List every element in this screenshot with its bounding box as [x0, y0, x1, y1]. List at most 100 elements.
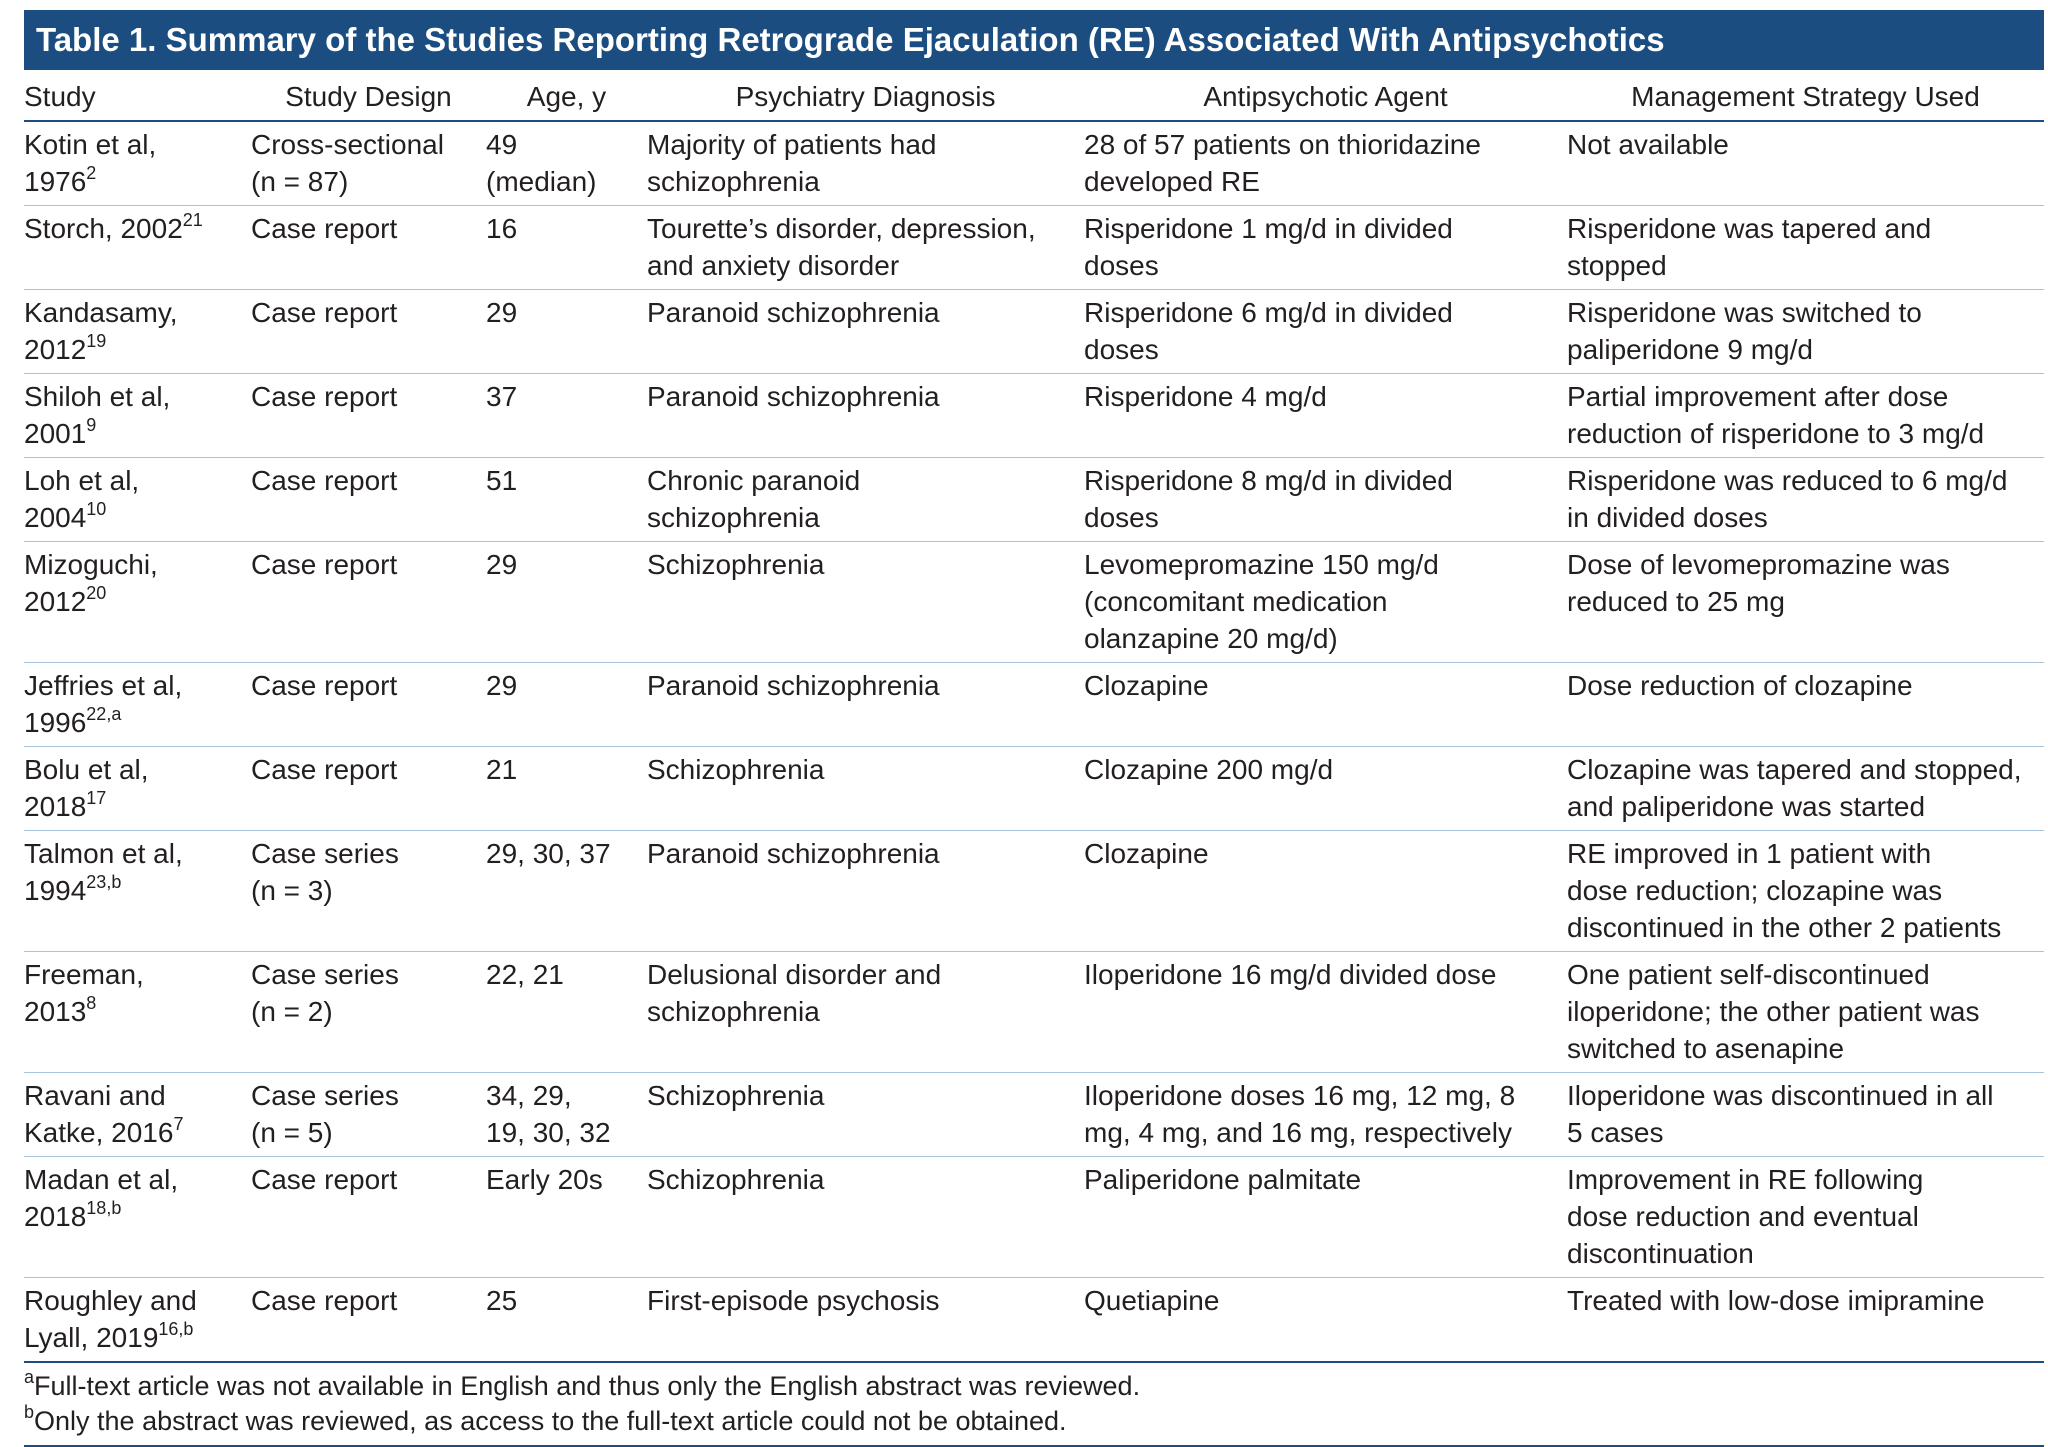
cell-text: switched to asenapine	[1567, 1033, 1845, 1064]
table-cell: Paranoid schizophrenia	[647, 662, 1084, 747]
cell-line: Madan et al,	[24, 1161, 247, 1198]
cell-text: Cross-sectional	[251, 129, 444, 160]
table-cell: Case report	[251, 205, 486, 290]
table-cell: Levomepromazine 150 mg/d (concomitant med…	[1084, 541, 1567, 663]
cell-text: 1976	[24, 166, 87, 197]
cell-line: mg, 4 mg, and 16 mg, respectively	[1084, 1114, 1563, 1151]
cell-line: schizophrenia	[647, 499, 1080, 536]
table-row: Loh et al, 200410 Case report 51 Chronic par…	[24, 457, 2044, 542]
table-row: Freeman, 20138 Case series (n = 2) 22, 21 Del…	[24, 951, 2044, 1073]
cell-line: switched to asenapine	[1567, 1030, 2040, 1067]
cell-line: 5 cases	[1567, 1114, 2040, 1151]
cell-line: Schizophrenia	[647, 546, 1080, 583]
cell-text: Shiloh et al,	[24, 381, 171, 412]
table-row: Bolu et al, 201817 Case report 21 Schizophre…	[24, 746, 2044, 831]
cell-text: (n = 87)	[251, 166, 349, 197]
cell-line: Early 20s	[486, 1161, 643, 1198]
reference: 19	[86, 331, 107, 351]
cell-line: schizophrenia	[647, 163, 1080, 200]
cell-line: Risperidone 4 mg/d	[1084, 378, 1563, 415]
reference: 17	[86, 788, 107, 808]
cell-line: Ravani and	[24, 1077, 247, 1114]
cell-text: and anxiety disorder	[647, 250, 900, 281]
cell-line: Paranoid schizophrenia	[647, 294, 1080, 331]
cell-text: Not available	[1567, 129, 1729, 160]
cell-text: Improvement in RE following	[1567, 1164, 1924, 1195]
cell-line: Iloperidone was discontinued in all	[1567, 1077, 2040, 1114]
cell-line: schizophrenia	[647, 993, 1080, 1030]
cell-text: Case series	[251, 1080, 399, 1111]
cell-line: Case report	[251, 1282, 482, 1319]
table-cell: First-episode psychosis	[647, 1277, 1084, 1363]
cell-line: (n = 2)	[251, 993, 482, 1030]
table-cell: 29	[486, 541, 647, 663]
cell-line: 201817	[24, 788, 247, 825]
cell-line: 20138	[24, 993, 247, 1030]
cell-line: olanzapine 20 mg/d)	[1084, 620, 1563, 657]
cell-text: Mizoguchi,	[24, 549, 158, 580]
cell-line: 29	[486, 667, 643, 704]
column-header: Study Design	[251, 70, 486, 122]
cell-text: Case report	[251, 549, 398, 580]
cell-text: 2018	[24, 791, 87, 822]
table-cell: Case report	[251, 289, 486, 374]
table-cell: 37	[486, 373, 647, 458]
cell-text: stopped	[1567, 250, 1667, 281]
table-cell: Chronic paranoid schizophrenia	[647, 457, 1084, 542]
cell-text: Bolu et al,	[24, 754, 149, 785]
table-cell: Bolu et al, 201817	[24, 746, 251, 831]
table-cell: 21	[486, 746, 647, 831]
cell-line: Case report	[251, 667, 482, 704]
table-cell: Paranoid schizophrenia	[647, 289, 1084, 374]
table-cell: Tourette’s disorder, depression, and anxi…	[647, 205, 1084, 290]
cell-text: Iloperidone 16 mg/d divided dose	[1084, 959, 1497, 990]
cell-line: 29, 30, 37	[486, 835, 643, 872]
table-cell: Roughley and Lyall, 201916,b	[24, 1277, 251, 1363]
table-cell: 34, 29, 19, 30, 32	[486, 1072, 647, 1157]
reference: 21	[182, 210, 203, 230]
cell-text: Risperidone was switched to	[1567, 297, 1922, 328]
cell-line: 49	[486, 126, 643, 163]
column-header: Antipsychotic Agent	[1084, 70, 1567, 122]
table-cell: Madan et al, 201818,b	[24, 1156, 251, 1278]
footnotes: aFull-text article was not available in …	[24, 1363, 2044, 1447]
table-cell: 51	[486, 457, 647, 542]
cell-text: 2012	[24, 586, 87, 617]
cell-text: and paliperidone was started	[1567, 791, 1926, 822]
table-cell: Schizophrenia	[647, 746, 1084, 831]
cell-text: schizophrenia	[647, 502, 820, 533]
cell-text: Clozapine was tapered and stopped,	[1567, 754, 2022, 785]
cell-text: Partial improvement after dose	[1567, 381, 1949, 412]
table-cell: Iloperidone was discontinued in all 5 cas…	[1567, 1072, 2044, 1157]
cell-text: developed RE	[1084, 166, 1260, 197]
cell-text: Risperidone 8 mg/d in divided	[1084, 465, 1453, 496]
cell-line: Risperidone 8 mg/d in divided	[1084, 462, 1563, 499]
table-cell: 22, 21	[486, 951, 647, 1073]
cell-text: Paliperidone palmitate	[1084, 1164, 1362, 1195]
cell-text: schizophrenia	[647, 996, 820, 1027]
cell-text: dose reduction; clozapine was	[1567, 875, 1943, 906]
cell-text: 21	[486, 754, 518, 785]
cell-text: Case report	[251, 670, 398, 701]
cell-text: Risperidone 4 mg/d	[1084, 381, 1327, 412]
table-cell: Case report	[251, 662, 486, 747]
cell-line: Kotin et al,	[24, 126, 247, 163]
cell-text: Paranoid schizophrenia	[647, 838, 940, 869]
table-cell: Loh et al, 200410	[24, 457, 251, 542]
cell-text: Early 20s	[486, 1164, 603, 1195]
table-cell: Risperidone 6 mg/d in divided doses	[1084, 289, 1567, 374]
cell-text: paliperidone 9 mg/d	[1567, 334, 1813, 365]
cell-text: Case report	[251, 213, 398, 244]
table-cell: 29	[486, 662, 647, 747]
cell-line: Risperidone 1 mg/d in divided	[1084, 210, 1563, 247]
cell-text: 49	[486, 129, 518, 160]
table-cell: 25	[486, 1277, 647, 1363]
cell-line: in divided doses	[1567, 499, 2040, 536]
cell-text: doses	[1084, 334, 1159, 365]
cell-text: First-episode psychosis	[647, 1285, 940, 1316]
table-row: Jeffries et al, 199622,a Case report 29 Para…	[24, 662, 2044, 747]
cell-line: Levomepromazine 150 mg/d	[1084, 546, 1563, 583]
cell-text: Paranoid schizophrenia	[647, 381, 940, 412]
reference: 7	[173, 1114, 184, 1134]
column-header: Study	[24, 70, 251, 122]
